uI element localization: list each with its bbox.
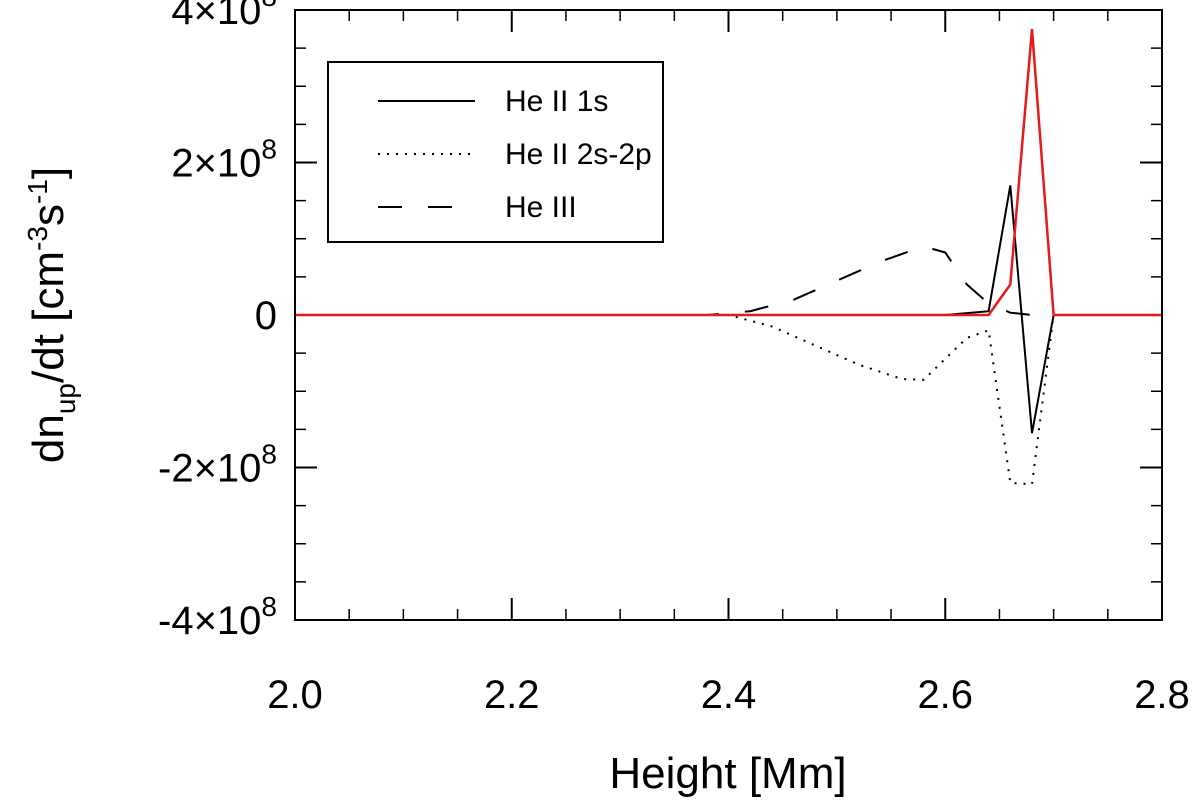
legend-label: He III — [505, 191, 577, 224]
y-axis-title-mid2: s — [24, 204, 73, 226]
y-tick-label: -4×108 — [158, 591, 277, 643]
x-tick-labels: 2.0 2.2 2.4 2.6 2.8 — [267, 673, 1190, 717]
x-tick-label: 2.0 — [267, 673, 323, 717]
series-line-red — [295, 28, 1162, 317]
x-tick-label: 2.8 — [1134, 673, 1190, 717]
x-tick-label: 2.6 — [917, 673, 973, 717]
x-tick-label: 2.2 — [484, 673, 540, 717]
y-axis-title-end: ] — [24, 167, 73, 179]
y-axis-title-mid: /dt [cm — [24, 251, 73, 383]
y-tick-label: 0 — [255, 294, 277, 338]
y-axis-title-sup2: -1 — [22, 179, 53, 204]
series-line-he-iii — [295, 245, 1162, 316]
minor-ticks — [295, 10, 1162, 620]
series-line-he-ii-2s-2p — [295, 314, 1162, 486]
legend: He II 1s He II 2s-2p He III — [327, 61, 664, 243]
legend-label: He II 1s — [505, 85, 608, 118]
plot-frame — [294, 9, 1163, 621]
x-axis-title: Height [Mm] — [609, 749, 846, 798]
y-axis-title-sup1: -3 — [22, 226, 53, 251]
series-group — [295, 28, 1162, 486]
y-axis-title: dnup/dt [cm-3s-1] — [22, 167, 81, 463]
y-tick-label: -2×108 — [158, 439, 277, 491]
x-tick-label: 2.4 — [701, 673, 757, 717]
legend-box — [327, 61, 664, 243]
legend-label: He II 2s-2p — [505, 138, 652, 171]
y-axis-title-sub: up — [50, 383, 81, 414]
y-tick-labels: 4×108 2×108 0 -2×108 -4×108 — [158, 0, 277, 643]
y-axis-title-main: dn — [24, 414, 73, 463]
y-tick-label: 2×108 — [171, 134, 277, 186]
y-tick-label: 4×108 — [171, 0, 277, 33]
